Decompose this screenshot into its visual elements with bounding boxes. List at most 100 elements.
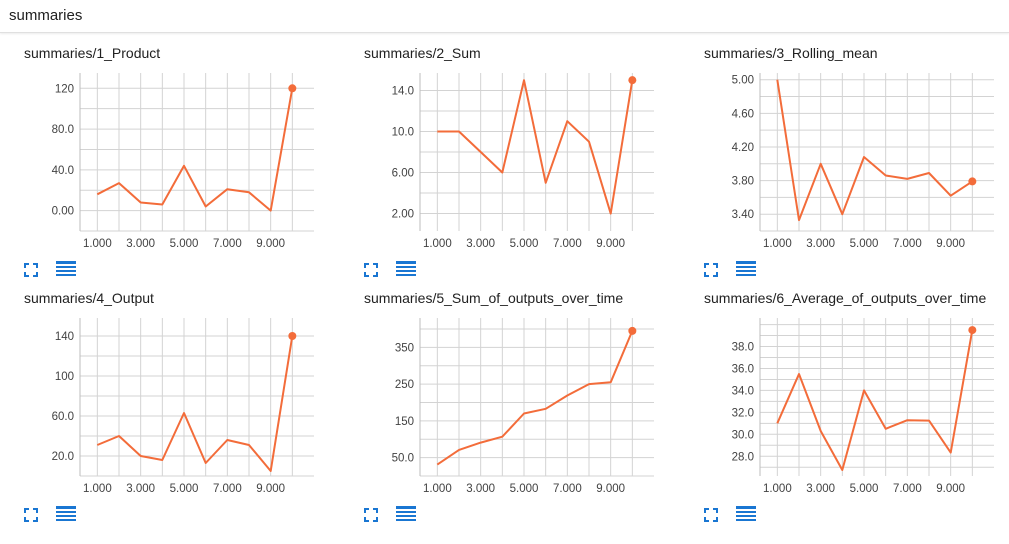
series-line [776, 329, 974, 471]
chart-card: summaries/6_Average_of_outputs_over_time… [680, 290, 1009, 538]
x-tick-label: 9.000 [596, 238, 625, 250]
y-tick-label: 100 [55, 371, 74, 383]
y-tick-label: 120 [55, 83, 74, 95]
chart-title: summaries/6_Average_of_outputs_over_time [704, 290, 987, 306]
chart-controls [364, 261, 424, 281]
series-line [96, 88, 294, 212]
last-point-marker [628, 76, 637, 85]
y-tick-label: 38.0 [732, 342, 754, 354]
x-tick-label: 5.000 [510, 483, 539, 495]
chart-title: summaries/5_Sum_of_outputs_over_time [364, 290, 624, 306]
list-icon-glyph [56, 506, 76, 521]
chart-card: summaries/3_Rolling_mean 3.40 3.80 4.20 4.60… [680, 45, 1009, 293]
chart-title: summaries/1_Product [24, 45, 161, 61]
chart-title: summaries/3_Rolling_mean [704, 45, 878, 61]
line-chart: 3.40 3.80 4.20 4.60 5.00 1.000 3.000 5.000 7.000… [732, 73, 994, 250]
x-tick-label: 1.000 [763, 238, 792, 250]
fullscreen-icon-glyph [24, 508, 38, 522]
x-tick-label: 7.000 [213, 483, 242, 495]
y-tick-label: 34.0 [732, 385, 754, 397]
y-tick-label: 32.0 [732, 407, 754, 419]
last-point-marker [288, 84, 297, 93]
page-title: summaries [9, 7, 83, 24]
chart-controls [704, 506, 764, 526]
fullscreen-icon[interactable] [704, 263, 718, 277]
y-tick-label: 14.0 [392, 85, 414, 97]
y-tick-label: 4.60 [732, 108, 754, 120]
chart-title: summaries/4_Output [24, 290, 154, 306]
x-tick-label: 3.000 [806, 483, 835, 495]
page-header: summaries [0, 0, 1009, 33]
x-tick-label: 3.000 [466, 483, 495, 495]
list-icon-glyph [736, 261, 756, 276]
series-line [96, 335, 294, 472]
list-icon[interactable] [56, 506, 76, 523]
x-tick-label: 3.000 [466, 238, 495, 250]
fullscreen-icon-glyph [24, 263, 38, 277]
y-tick-label: 150 [395, 416, 414, 428]
list-icon[interactable] [736, 506, 756, 523]
series-line [776, 79, 973, 222]
y-tick-label: 30.0 [732, 429, 754, 441]
series-line [436, 330, 634, 466]
line-chart: 20.0 60.0 100 140 1.000 3.000 5.000 7.000 9.000 [52, 318, 314, 495]
y-tick-label: 5.00 [732, 75, 754, 87]
x-tick-label: 7.000 [213, 238, 242, 250]
line-chart: 28.0 30.0 32.0 34.0 36.0 38.0 1.000 3.000 5.000 7… [732, 318, 994, 495]
list-icon[interactable] [56, 261, 76, 278]
y-tick-label: 3.40 [732, 209, 754, 221]
y-tick-label: 28.0 [732, 451, 754, 463]
fullscreen-icon[interactable] [364, 263, 378, 277]
fullscreen-icon[interactable] [24, 263, 38, 277]
chart-controls [24, 506, 84, 526]
x-tick-label: 9.000 [936, 483, 965, 495]
list-icon[interactable] [396, 261, 416, 278]
x-tick-label: 9.000 [256, 238, 285, 250]
y-tick-label: 20.0 [52, 451, 74, 463]
x-tick-label: 9.000 [256, 483, 285, 495]
x-tick-label: 5.000 [850, 483, 879, 495]
list-icon[interactable] [736, 261, 756, 278]
x-tick-label: 5.000 [510, 238, 539, 250]
list-icon-glyph [396, 506, 416, 521]
list-icon-glyph [56, 261, 76, 276]
x-tick-label: 7.000 [893, 238, 922, 250]
chart-controls [24, 261, 84, 281]
chart-card: summaries/1_Product 0.00 40.0 80.0 120 1.000 3… [0, 45, 330, 293]
x-tick-label: 7.000 [553, 238, 582, 250]
fullscreen-icon[interactable] [704, 508, 718, 522]
y-tick-label: 80.0 [52, 124, 74, 136]
fullscreen-icon[interactable] [24, 508, 38, 522]
fullscreen-icon-glyph [704, 263, 718, 277]
y-tick-label: 3.80 [732, 176, 754, 188]
x-tick-label: 7.000 [553, 483, 582, 495]
y-tick-label: 250 [395, 379, 414, 391]
series-line [437, 79, 634, 215]
y-tick-label: 2.00 [392, 209, 414, 221]
last-point-marker [968, 177, 977, 186]
y-tick-label: 6.00 [392, 168, 414, 180]
y-tick-label: 50.0 [392, 453, 414, 465]
y-tick-label: 140 [55, 331, 74, 343]
y-tick-label: 350 [395, 342, 414, 354]
x-tick-label: 9.000 [936, 238, 965, 250]
fullscreen-icon-glyph [364, 263, 378, 277]
chart-card: summaries/4_Output 20.0 60.0 100 140 1.000 3.0… [0, 290, 330, 538]
chart-card: summaries/2_Sum 2.00 6.00 10.0 14.0 1.000 3.00… [340, 45, 670, 293]
list-icon[interactable] [396, 506, 416, 523]
list-icon-glyph [736, 506, 756, 521]
y-tick-label: 36.0 [732, 363, 754, 375]
y-tick-label: 40.0 [52, 165, 74, 177]
chart-card: summaries/5_Sum_of_outputs_over_time 50.0… [340, 290, 670, 538]
line-chart: 50.0 150 250 350 1.000 3.000 5.000 7.000 9.000 [392, 318, 654, 495]
x-tick-label: 9.000 [596, 483, 625, 495]
last-point-marker [288, 332, 297, 340]
x-tick-label: 5.000 [170, 238, 199, 250]
y-tick-label: 60.0 [52, 411, 74, 423]
chart-controls [364, 506, 424, 526]
fullscreen-icon[interactable] [364, 508, 378, 522]
chart-controls [704, 261, 764, 281]
y-tick-label: 10.0 [392, 126, 414, 138]
x-tick-label: 1.000 [423, 483, 452, 495]
x-tick-label: 5.000 [850, 238, 879, 250]
